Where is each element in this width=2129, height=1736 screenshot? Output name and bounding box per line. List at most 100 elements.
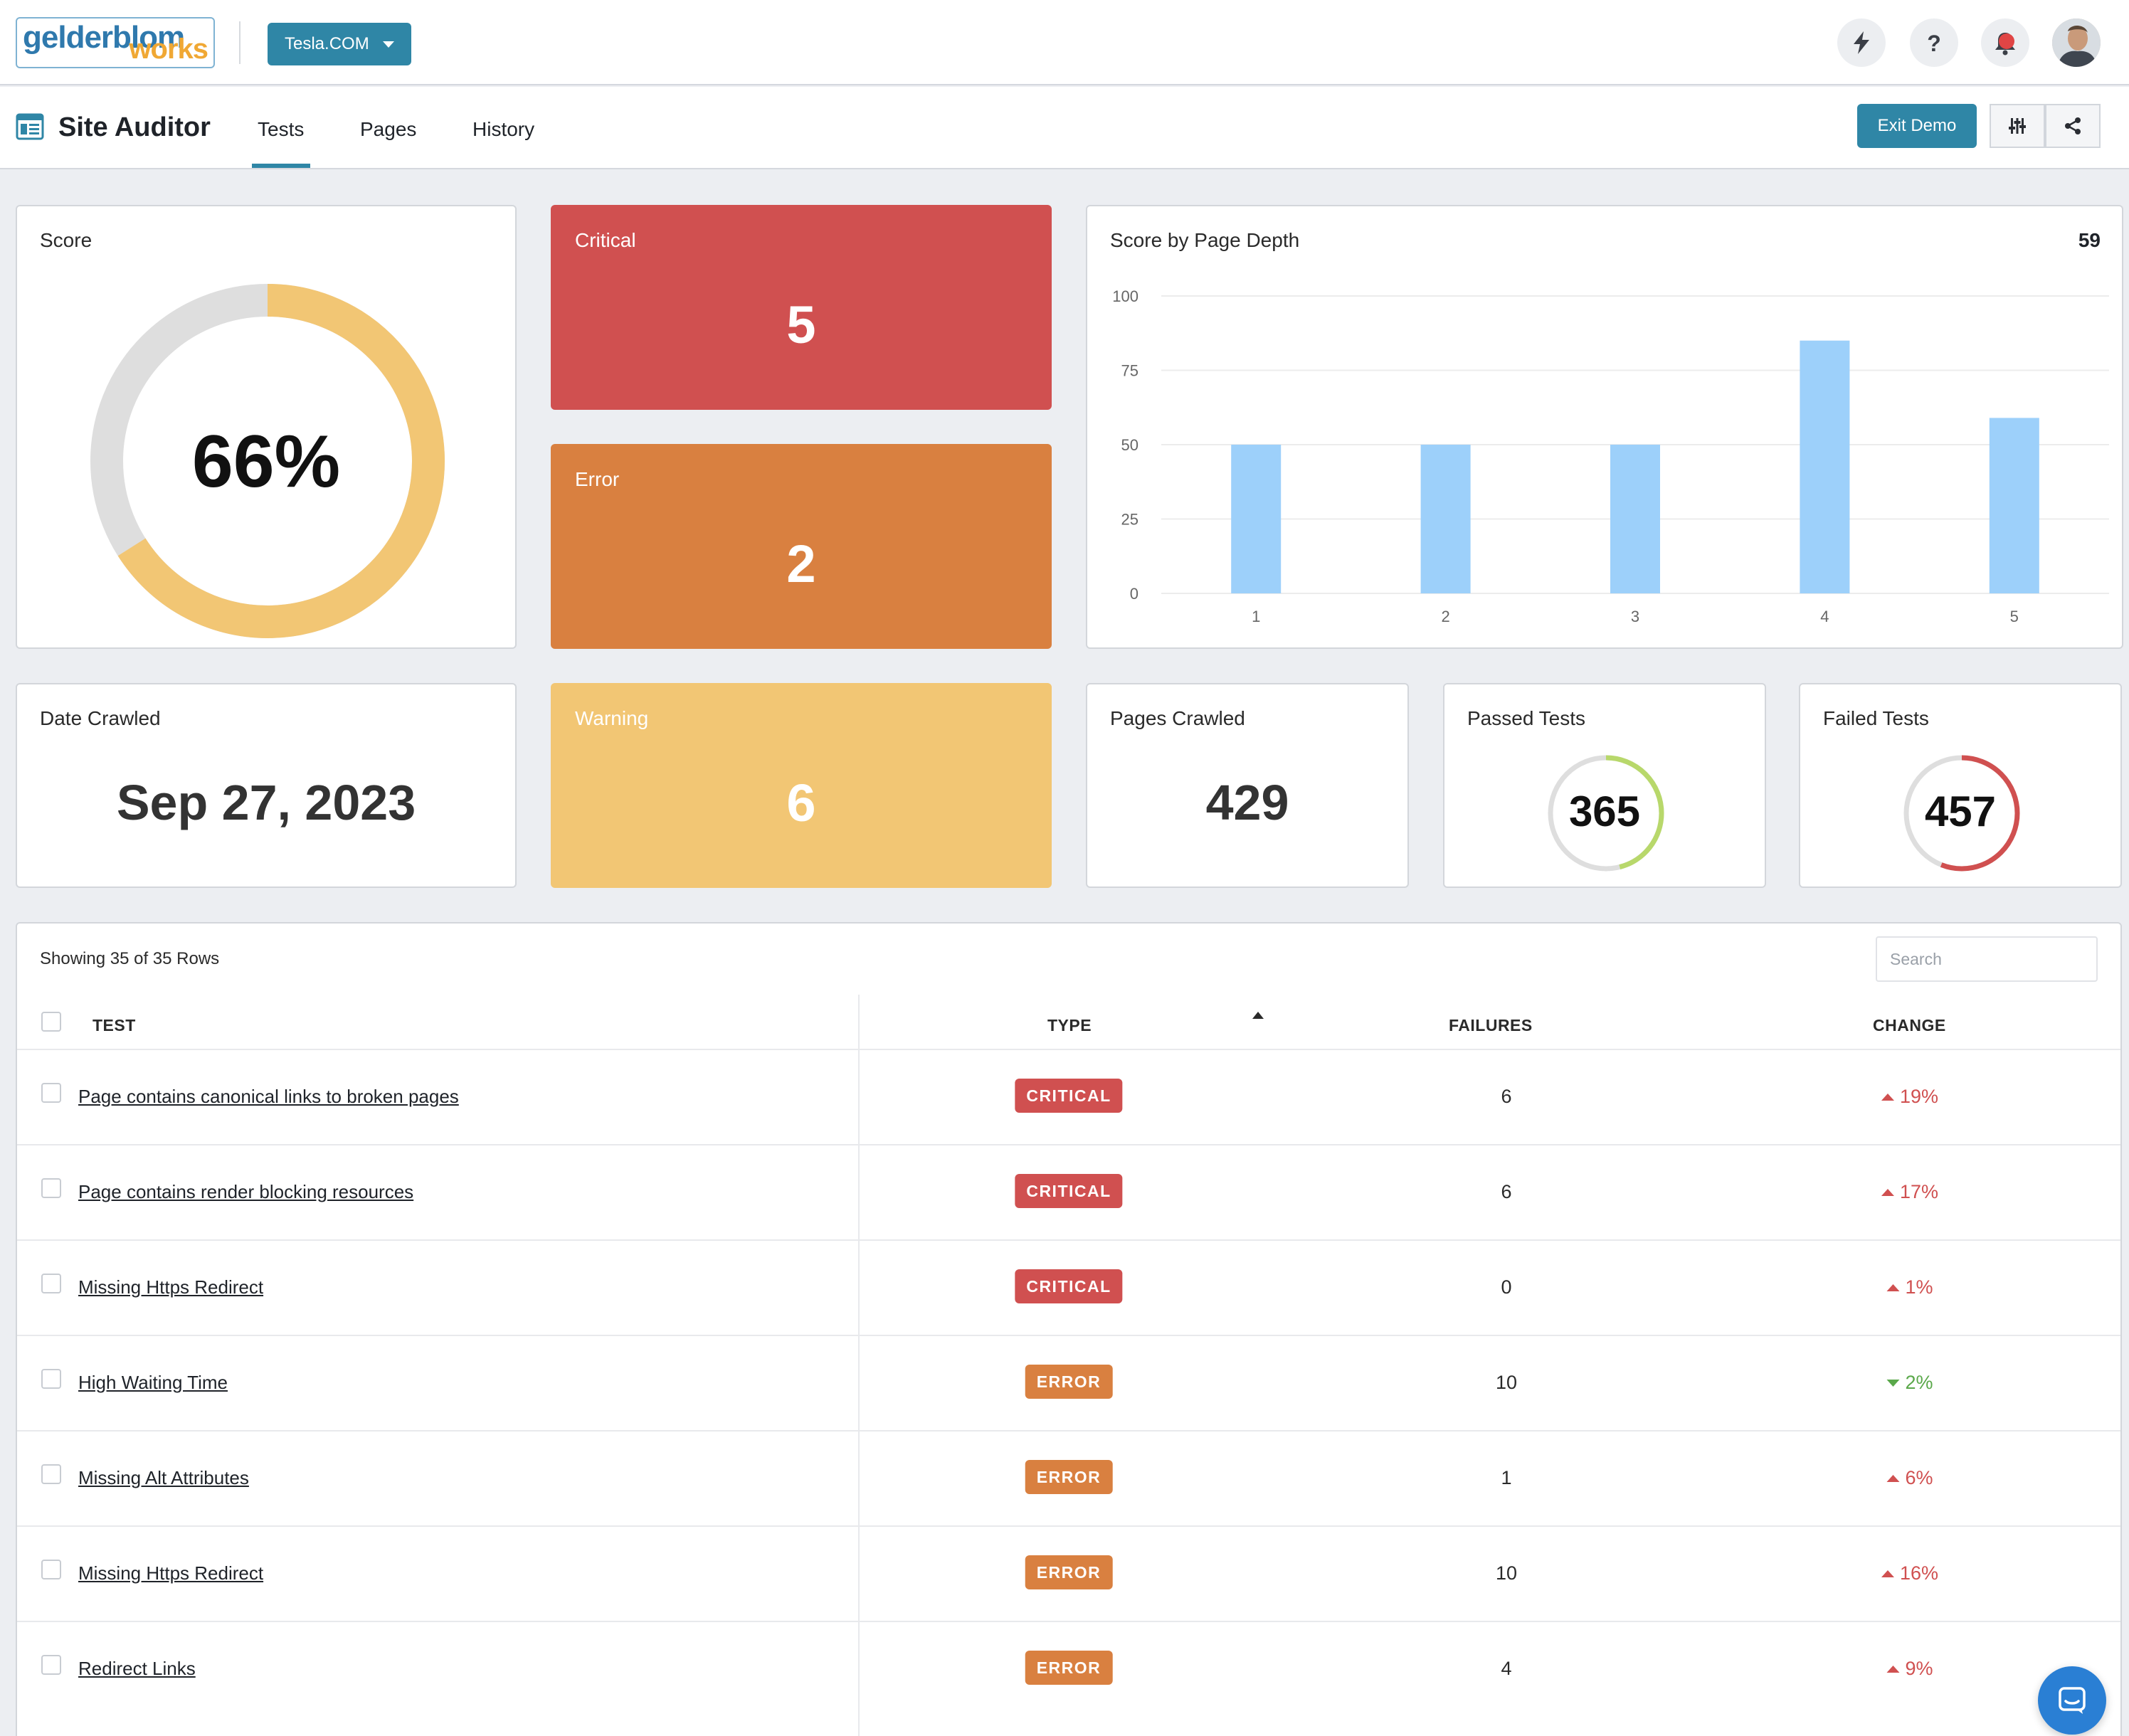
passed-tests-label: Passed Tests: [1467, 707, 1586, 729]
chart-headline-value: 59: [2078, 229, 2101, 251]
pages-crawled-card: Pages Crawled 429: [1086, 683, 1409, 888]
gelderblom-works-logo[interactable]: gelderblom works: [16, 17, 215, 68]
column-header-test[interactable]: TEST: [93, 1016, 136, 1034]
test-name-link[interactable]: Page contains render blocking resources: [78, 1181, 414, 1202]
site-auditor-icon: [16, 113, 44, 140]
failed-tests-label: Failed Tests: [1823, 707, 1929, 729]
warning-card[interactable]: Warning 6: [551, 683, 1052, 888]
tab-history[interactable]: History: [472, 118, 535, 140]
date-crawled-card: Date Crawled Sep 27, 2023: [16, 683, 517, 888]
tests-table-card: Showing 35 of 35 Rows TEST TYPE FAILURES…: [16, 922, 2122, 1736]
y-tick-label: 75: [1121, 362, 1139, 380]
row-checkbox[interactable]: [41, 1274, 61, 1293]
failures-count: 10: [1495, 1562, 1518, 1584]
score-donut-chart: [90, 284, 445, 638]
type-badge: ERROR: [1025, 1555, 1113, 1589]
passed-ring-arc: [1548, 755, 1664, 872]
failures-count: 1: [1501, 1467, 1512, 1488]
test-name-link[interactable]: Missing Alt Attributes: [78, 1467, 249, 1488]
y-tick-label: 25: [1121, 511, 1139, 529]
failed-tests-card: Failed Tests 457: [1799, 683, 2122, 888]
page-title: Site Auditor: [58, 112, 211, 142]
change-value: 19%: [1899, 1086, 1939, 1107]
row-checkbox[interactable]: [41, 1178, 61, 1198]
search-input[interactable]: [1876, 936, 2098, 982]
exit-demo-button[interactable]: Exit Demo: [1857, 104, 1977, 148]
row-checkbox[interactable]: [41, 1464, 61, 1484]
x-tick-label: 2: [1441, 608, 1449, 625]
share-icon[interactable]: [2045, 104, 2101, 148]
change-cell: 1%: [1886, 1276, 1933, 1298]
failed-tests-value: 457: [1924, 788, 1997, 835]
warning-count: 6: [786, 773, 816, 832]
pages-crawled-label: Pages Crawled: [1110, 707, 1245, 729]
score-card: Score 66%: [16, 205, 517, 649]
logo-text-primary: gelderblom: [23, 20, 185, 55]
score-label: Score: [40, 229, 93, 251]
y-tick-label: 100: [1112, 287, 1139, 305]
table-row: Missing Https Redirect CRITICAL 0 1%: [17, 1239, 2120, 1335]
change-value: 17%: [1899, 1181, 1939, 1202]
trend-up-icon: [1881, 1188, 1894, 1196]
trend-down-icon: [1886, 1379, 1900, 1387]
critical-card[interactable]: Critical 5: [551, 205, 1052, 410]
score-by-depth-card: Score by Page Depth 59 0 25 50 75 100 1 2 3 4 5: [1086, 205, 2123, 649]
test-name-link[interactable]: Missing Https Redirect: [78, 1562, 264, 1584]
type-badge: CRITICAL: [1015, 1269, 1123, 1303]
critical-label: Critical: [575, 229, 636, 251]
help-icon[interactable]: ?: [1910, 18, 1958, 67]
column-header-failures[interactable]: FAILURES: [1449, 1016, 1533, 1034]
y-tick-label: 50: [1121, 436, 1139, 454]
table-row: Page contains render blocking resources C…: [17, 1144, 2120, 1239]
table-row: Missing Alt Attributes ERROR 1 6%: [17, 1430, 2120, 1525]
trend-up-icon: [1886, 1284, 1900, 1291]
test-name-link[interactable]: Page contains canonical links to broken …: [78, 1086, 459, 1107]
tab-pages[interactable]: Pages: [360, 118, 417, 140]
trend-up-icon: [1886, 1665, 1900, 1673]
site-selector-dropdown[interactable]: Tesla.COM: [268, 23, 411, 65]
change-value: 1%: [1905, 1276, 1933, 1298]
change-cell: 16%: [1881, 1562, 1938, 1584]
x-tick-label: 1: [1252, 608, 1260, 625]
error-card[interactable]: Error 2: [551, 444, 1052, 649]
critical-count: 5: [786, 295, 816, 354]
row-checkbox[interactable]: [41, 1655, 61, 1675]
test-name-link[interactable]: High Waiting Time: [78, 1372, 228, 1393]
y-tick-label: 0: [1130, 585, 1139, 603]
top-bar: gelderblom works Tesla.COM ?: [0, 0, 2129, 85]
score-by-depth-chart: 0 25 50 75 100 1 2 3 4 5: [1112, 287, 2109, 625]
type-badge: ERROR: [1025, 1460, 1113, 1494]
change-value: 2%: [1905, 1372, 1933, 1393]
table-row: Page contains canonical links to broken …: [17, 1049, 2120, 1144]
tab-tests[interactable]: Tests: [258, 118, 305, 140]
select-all-checkbox[interactable]: [41, 1012, 61, 1032]
test-name-link[interactable]: Redirect Links: [78, 1658, 196, 1679]
chat-support-button[interactable]: [2038, 1666, 2106, 1735]
row-checkbox[interactable]: [41, 1083, 61, 1103]
user-avatar[interactable]: [2052, 18, 2101, 67]
row-checkbox[interactable]: [41, 1560, 61, 1579]
sub-navigation: Site Auditor Tests Pages History Exit De…: [0, 87, 2129, 169]
failed-ring-arc: [1903, 755, 2020, 872]
bolt-icon[interactable]: [1837, 18, 1886, 67]
test-name-link[interactable]: Missing Https Redirect: [78, 1276, 264, 1298]
column-header-change[interactable]: CHANGE: [1873, 1016, 1946, 1034]
row-checkbox[interactable]: [41, 1369, 61, 1389]
table-row: High Waiting Time ERROR 10 2%: [17, 1335, 2120, 1430]
change-cell: 19%: [1881, 1086, 1938, 1108]
failed-tests-ring: [1903, 755, 2020, 872]
failures-count: 4: [1501, 1658, 1512, 1679]
x-tick-label: 3: [1631, 608, 1639, 625]
bar-depth-2: [1420, 445, 1471, 593]
notification-bell-icon[interactable]: [1981, 18, 2029, 67]
x-tick-label: 5: [2010, 608, 2019, 625]
logo-text-secondary: works: [129, 33, 208, 65]
chat-icon: [2059, 1687, 2086, 1714]
bar-depth-3: [1610, 445, 1660, 593]
date-crawled-value: Sep 27, 2023: [116, 775, 416, 830]
trend-up-icon: [1886, 1474, 1900, 1482]
sliders-icon[interactable]: [1990, 104, 2045, 148]
bar-depth-5: [1989, 418, 2039, 593]
sort-ascending-icon[interactable]: [1252, 1012, 1264, 1019]
column-header-type[interactable]: TYPE: [1047, 1016, 1092, 1034]
